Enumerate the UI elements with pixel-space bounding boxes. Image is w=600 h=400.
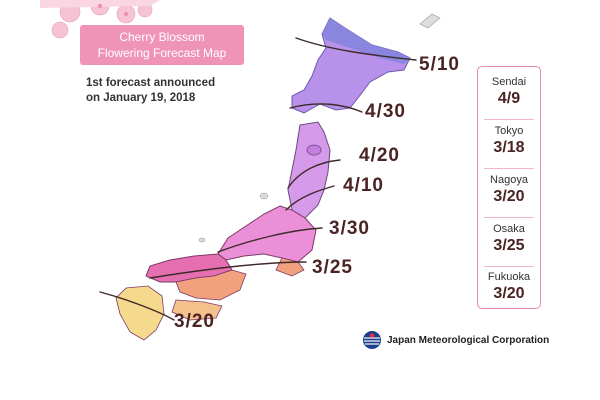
city-name: Tokyo xyxy=(494,125,524,137)
city-osaka: Osaka 3/25 xyxy=(478,222,540,255)
title-line-1: Cherry Blossom xyxy=(119,30,205,44)
city-divider xyxy=(484,119,534,120)
city-date: 3/18 xyxy=(493,139,525,156)
city-name: Nagoya xyxy=(490,174,528,186)
announcement-line-2: on January 19, 2018 xyxy=(86,92,196,104)
isoline-label-3-25: 3/25 xyxy=(312,257,353,278)
city-divider xyxy=(484,168,534,169)
city-forecast-panel: Sendai 4/9 Tokyo 3/18 Nagoya 3/20 Osaka … xyxy=(477,66,541,309)
city-divider xyxy=(484,266,534,267)
isoline-4-20 xyxy=(287,159,341,189)
city-name: Osaka xyxy=(493,223,525,235)
isoline-3-25 xyxy=(149,261,307,279)
city-tokyo: Tokyo 3/18 xyxy=(478,124,540,157)
city-name: Fukuoka xyxy=(487,271,531,283)
isoline-4-10 xyxy=(285,185,335,211)
isoline-label-3-20: 3/20 xyxy=(174,311,215,332)
jmc-logo-icon xyxy=(363,331,381,349)
central-honshu-region xyxy=(217,205,317,263)
city-date: 3/20 xyxy=(493,188,525,205)
cherry-blossom-icon xyxy=(40,0,160,39)
announcement-text: 1st forecast announced on January 19, 20… xyxy=(86,76,215,106)
isoline-label-4-30: 4/30 xyxy=(365,101,406,122)
isoline-3-30 xyxy=(217,227,323,253)
isoline-label-3-30: 3/30 xyxy=(329,218,370,239)
city-divider xyxy=(484,217,534,218)
shikoku-region xyxy=(171,299,223,321)
city-date: 3/25 xyxy=(493,237,525,254)
isoline-label-4-20: 4/20 xyxy=(359,145,400,166)
isoline-label-5-10: 5/10 xyxy=(419,54,460,75)
kyushu-region xyxy=(115,285,165,341)
city-date: 4/9 xyxy=(497,90,521,107)
title-line-2: Flowering Forecast Map xyxy=(97,46,227,60)
tohoku-region xyxy=(287,121,331,219)
map-title: Cherry Blossom Flowering Forecast Map xyxy=(80,25,244,65)
isoline-label-4-10: 4/10 xyxy=(343,175,384,196)
isoline-3-20 xyxy=(99,291,175,321)
isoline-4-30 xyxy=(289,103,363,113)
city-name: Sendai xyxy=(491,76,527,88)
city-nagoya: Nagoya 3/20 xyxy=(478,173,540,206)
announcement-line-1: 1st forecast announced xyxy=(86,77,216,89)
source-name: Japan Meteorological Corporation xyxy=(387,334,550,346)
city-date: 3/20 xyxy=(493,285,525,302)
isoline-5-10 xyxy=(295,37,417,61)
source-credit: Japan Meteorological Corporation xyxy=(362,330,549,350)
city-fukuoka: Fukuoka 3/20 xyxy=(478,270,540,303)
city-sendai: Sendai 4/9 xyxy=(478,75,540,108)
